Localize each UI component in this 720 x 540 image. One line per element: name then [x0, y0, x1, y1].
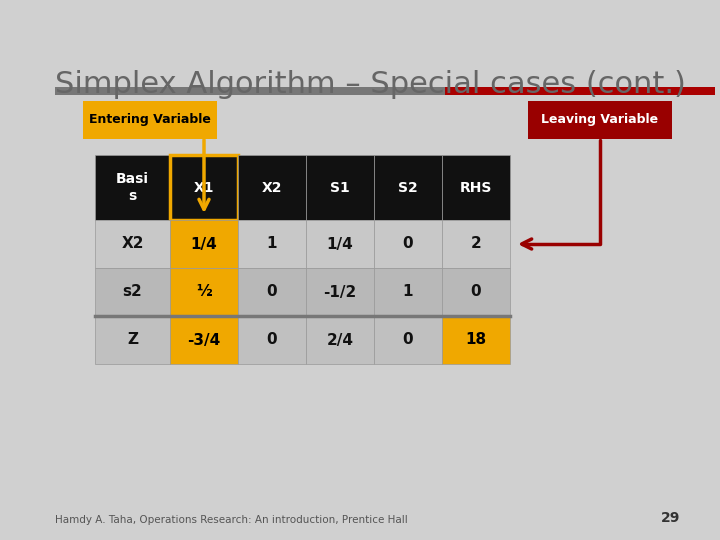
- Bar: [170, 220, 238, 268]
- Bar: [238, 155, 306, 220]
- Text: Simplex Algorithm – Special cases (cont.): Simplex Algorithm – Special cases (cont.…: [55, 70, 686, 99]
- Bar: [306, 268, 374, 316]
- FancyBboxPatch shape: [83, 101, 217, 139]
- Bar: [442, 268, 510, 316]
- Bar: [306, 316, 374, 364]
- Text: 1/4: 1/4: [191, 237, 217, 252]
- Bar: [442, 155, 510, 220]
- Text: 29: 29: [661, 511, 680, 525]
- Bar: [238, 220, 306, 268]
- Text: Z: Z: [127, 333, 138, 348]
- FancyBboxPatch shape: [528, 101, 672, 139]
- Bar: [95, 220, 170, 268]
- Bar: [238, 316, 306, 364]
- Text: S1: S1: [330, 180, 350, 194]
- Text: X2: X2: [262, 180, 282, 194]
- Text: 0: 0: [266, 285, 277, 300]
- Text: Entering Variable: Entering Variable: [89, 113, 211, 126]
- Text: 0: 0: [402, 237, 413, 252]
- Text: Leaving Variable: Leaving Variable: [541, 113, 659, 126]
- Bar: [55, 87, 445, 95]
- Text: Basi
s: Basi s: [116, 172, 149, 202]
- Bar: [170, 316, 238, 364]
- Bar: [306, 155, 374, 220]
- Bar: [170, 155, 238, 220]
- Text: Hamdy A. Taha, Operations Research: An introduction, Prentice Hall: Hamdy A. Taha, Operations Research: An i…: [55, 515, 408, 525]
- Bar: [374, 316, 442, 364]
- Bar: [95, 155, 170, 220]
- Bar: [445, 87, 715, 95]
- Bar: [238, 268, 306, 316]
- Text: X2: X2: [121, 237, 144, 252]
- Bar: [170, 268, 238, 316]
- Text: 2: 2: [471, 237, 482, 252]
- Bar: [442, 316, 510, 364]
- Bar: [374, 220, 442, 268]
- Text: 1: 1: [266, 237, 277, 252]
- Text: 0: 0: [471, 285, 481, 300]
- Text: RHS: RHS: [460, 180, 492, 194]
- Text: 18: 18: [465, 333, 487, 348]
- Text: X1: X1: [194, 180, 215, 194]
- Text: 2/4: 2/4: [326, 333, 354, 348]
- Text: 1/4: 1/4: [327, 237, 354, 252]
- Bar: [170, 155, 238, 220]
- Bar: [95, 268, 170, 316]
- Text: S2: S2: [398, 180, 418, 194]
- Bar: [374, 268, 442, 316]
- Bar: [95, 316, 170, 364]
- Text: 0: 0: [402, 333, 413, 348]
- Bar: [374, 155, 442, 220]
- Text: 1: 1: [402, 285, 413, 300]
- Text: 0: 0: [266, 333, 277, 348]
- Bar: [306, 220, 374, 268]
- Bar: [442, 220, 510, 268]
- Text: s2: s2: [122, 285, 143, 300]
- Text: -1/2: -1/2: [323, 285, 356, 300]
- Text: ½: ½: [196, 285, 212, 300]
- Text: -3/4: -3/4: [187, 333, 220, 348]
